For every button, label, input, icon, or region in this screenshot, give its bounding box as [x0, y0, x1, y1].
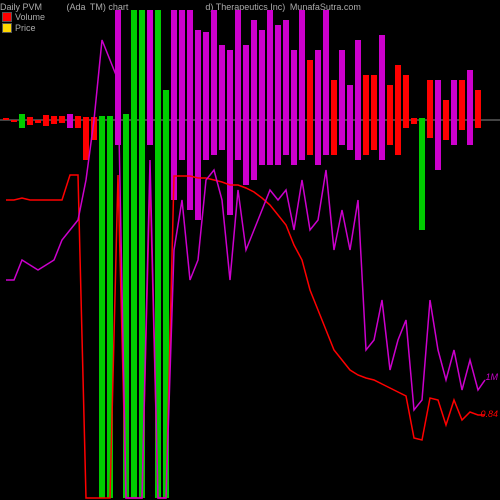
purple-line-end-label: 1M [485, 372, 498, 382]
chart-container: Daily PVM (Ada TM) chart d) Therapeutics… [0, 0, 500, 500]
red-line-end-label: 0.84 [480, 409, 498, 419]
chart-svg [0, 0, 500, 500]
